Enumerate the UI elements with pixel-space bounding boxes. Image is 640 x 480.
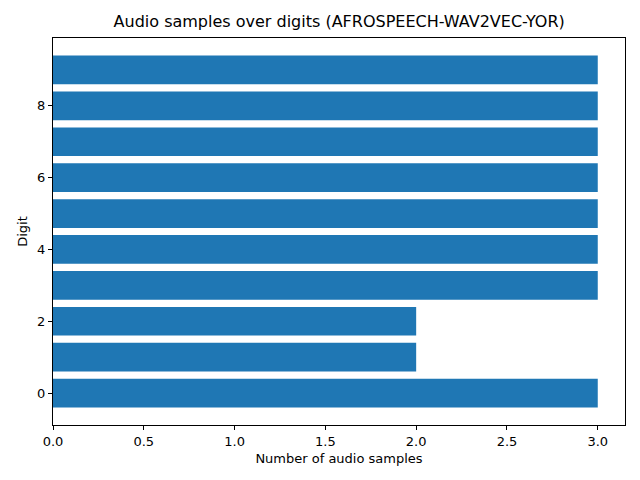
svg-text:8: 8: [37, 98, 45, 113]
svg-text:4: 4: [37, 242, 45, 257]
svg-text:2.5: 2.5: [497, 434, 518, 449]
svg-text:2: 2: [37, 314, 45, 329]
svg-text:0.5: 0.5: [133, 434, 154, 449]
svg-text:3.0: 3.0: [587, 434, 608, 449]
svg-text:Number of audio samples: Number of audio samples: [255, 451, 422, 466]
svg-text:0: 0: [37, 386, 45, 401]
svg-text:0.0: 0.0: [43, 434, 64, 449]
svg-text:1.5: 1.5: [315, 434, 336, 449]
svg-text:2.0: 2.0: [406, 434, 427, 449]
svg-text:Digit: Digit: [15, 216, 30, 247]
svg-text:Audio samples over digits (AFR: Audio samples over digits (AFROSPEECH-WA…: [114, 12, 565, 31]
svg-text:6: 6: [37, 170, 45, 185]
svg-text:1.0: 1.0: [224, 434, 245, 449]
